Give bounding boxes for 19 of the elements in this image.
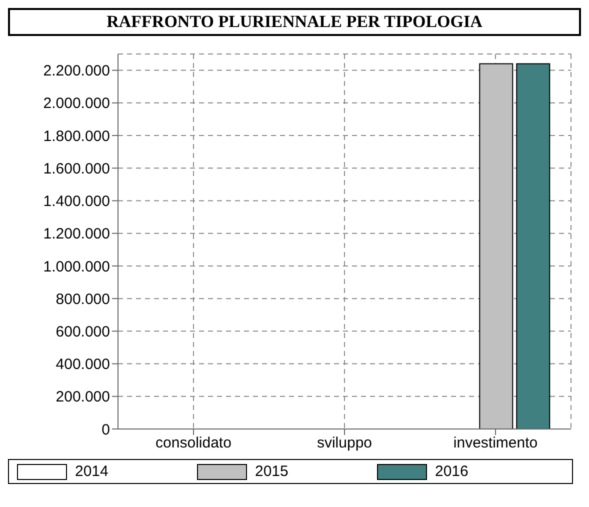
y-tick-label: 1.200.000 (43, 226, 110, 243)
legend-label: 2014 (75, 463, 108, 480)
x-tick-label: investimento (453, 434, 538, 452)
x-tick-label: consolidato (156, 434, 232, 452)
y-tick-label: 2.200.000 (43, 62, 110, 80)
y-tick-label: 1.000.000 (43, 258, 110, 276)
y-tick-label: 1.800.000 (43, 128, 110, 145)
chart-title: RAFFRONTO PLURIENNALE PER TIPOLOGIA (8, 8, 581, 36)
y-tick-label: 1.400.000 (43, 193, 110, 210)
y-tick-label: 600.000 (56, 324, 110, 340)
y-tick-label: 1.600.000 (43, 160, 110, 178)
y-tick-label: 2.000.000 (43, 95, 110, 112)
legend-label: 2016 (435, 463, 468, 480)
y-tick-label: 200.000 (56, 388, 110, 406)
y-tick-label: 400.000 (56, 356, 110, 374)
y-tick-label: 0 (102, 421, 110, 438)
legend-label: 2015 (255, 463, 288, 480)
y-tick-label: 800.000 (56, 290, 110, 308)
x-tick-label: sviluppo (316, 434, 372, 452)
